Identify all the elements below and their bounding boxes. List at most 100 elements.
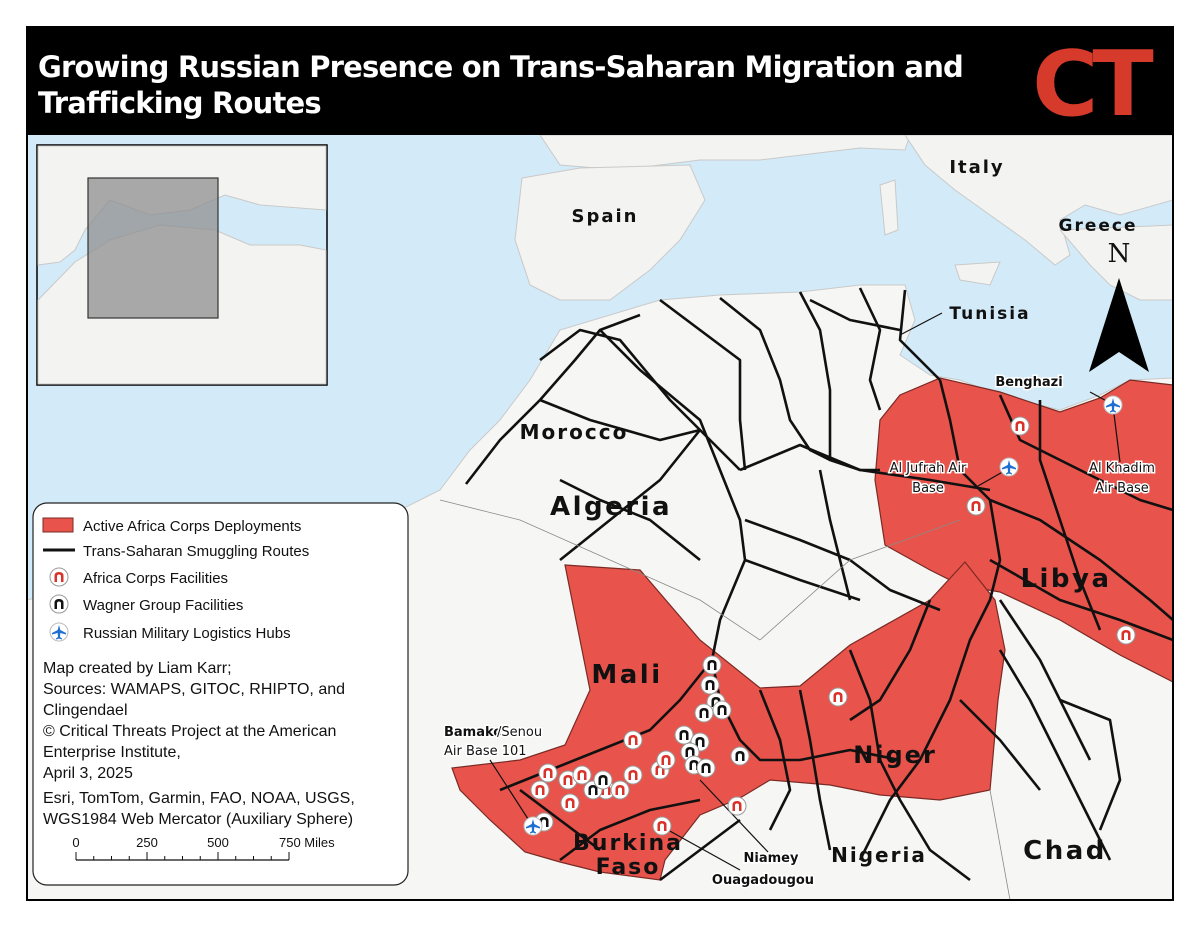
map-area: Spain Italy Greece Tunisia Morocco Algeria Lib… <box>27 135 1173 900</box>
title-line: Trafficking Routes <box>38 86 321 120</box>
legend-swatch <box>42 517 74 533</box>
africa-corps-marker <box>1010 416 1030 436</box>
country-label: Algeria <box>550 492 672 522</box>
marker-circle <box>49 567 69 587</box>
legend-label: Africa Corps Facilities <box>83 570 228 587</box>
country-label: Spain <box>572 206 639 227</box>
route <box>858 287 882 411</box>
route <box>659 818 741 882</box>
facility-icon <box>54 572 64 582</box>
route <box>809 298 901 332</box>
facility-icon <box>565 798 575 808</box>
facility-icon <box>598 775 608 785</box>
credit-line: April 3, 2025 <box>43 765 133 782</box>
facility-icon <box>563 775 573 785</box>
route <box>1059 698 1122 831</box>
route <box>739 443 991 492</box>
route <box>559 429 702 562</box>
legend-label: Russian Military Logistics Hubs <box>83 625 291 642</box>
marker-circle <box>623 730 643 750</box>
facility-icon <box>657 821 667 831</box>
wagner-marker <box>696 758 716 778</box>
wagner-marker <box>49 594 69 614</box>
credit-line: Esri, TomTom, Garmin, FAO, NOAA, USGS, <box>43 790 355 807</box>
wagner-marker <box>674 725 694 745</box>
marker-circle <box>730 746 750 766</box>
wagner-marker <box>730 746 750 766</box>
border-line <box>439 499 761 641</box>
wagner-marker <box>593 770 613 790</box>
credit-line: Sources: WAMAPS, GITOC, RHIPTO, and <box>43 681 345 698</box>
facility-markers <box>523 395 1136 836</box>
africa-corps-marker <box>1116 625 1136 645</box>
country-label: Chad <box>1023 836 1107 866</box>
title-line: Growing Russian Presence on Trans-Sahara… <box>38 50 963 84</box>
africa-corps-marker <box>966 496 986 516</box>
leader-line <box>977 469 1007 487</box>
place-label: Benghazi <box>995 375 1062 390</box>
marker-circle <box>656 750 676 770</box>
africa-corps-marker <box>727 796 747 816</box>
country-label: Nigeria <box>831 843 927 867</box>
credit-line: Clingendael <box>43 702 128 719</box>
logistics-hub-marker <box>1103 395 1123 415</box>
land-sicily <box>954 261 1001 286</box>
wagner-marker <box>700 675 720 695</box>
facility-icon <box>679 730 689 740</box>
marker-circle <box>560 793 580 813</box>
marker-circle <box>49 594 69 614</box>
leader-line <box>699 779 769 853</box>
facility-icon <box>577 770 587 780</box>
credit-line: Enterprise Institute, <box>43 744 181 761</box>
route <box>898 289 941 381</box>
facility-icon <box>661 755 671 765</box>
africa-corps-marker <box>610 780 630 800</box>
africa-corps-marker <box>538 763 558 783</box>
scale-label: 0 <box>72 835 79 850</box>
credit-line: © Critical Threats Project at the Americ… <box>43 723 336 740</box>
route <box>848 649 971 882</box>
place-label: Niamey <box>744 851 799 866</box>
place-label: /Senou <box>497 725 542 740</box>
credit-line: Map created by Liam Karr; <box>43 660 232 677</box>
border-line <box>759 519 961 641</box>
marker-circle <box>696 758 716 778</box>
route <box>519 788 601 852</box>
route <box>539 398 701 442</box>
marker-circle <box>1116 625 1136 645</box>
logistics-hub-marker <box>999 457 1019 477</box>
country-label: Libya <box>1020 564 1111 594</box>
wagner-marker <box>702 655 722 675</box>
border-line <box>989 789 1011 900</box>
route <box>858 499 1002 861</box>
facility-icon <box>535 785 545 795</box>
facility-icon <box>1015 421 1025 431</box>
wagner-marker <box>694 703 714 723</box>
leader-line <box>1113 413 1121 463</box>
facility-icon <box>615 785 625 795</box>
country-label: Greece <box>1058 216 1137 236</box>
place-label: Base <box>912 481 944 496</box>
header-bar <box>27 27 1173 135</box>
plane-icon <box>52 625 66 640</box>
borders <box>439 499 1011 900</box>
plane-icon <box>526 819 540 834</box>
plane-icon <box>1106 398 1120 413</box>
africa-corps-marker <box>656 750 676 770</box>
marker-circle <box>572 765 592 785</box>
place-label: Bamako <box>444 725 502 740</box>
country-label: Italy <box>949 157 1004 178</box>
facility-icon <box>695 737 705 747</box>
route <box>849 599 932 722</box>
route <box>998 649 1112 861</box>
land-sardinia <box>879 179 899 236</box>
frame <box>26 26 1174 901</box>
legend-box <box>32 502 409 886</box>
route <box>744 558 861 602</box>
marker-circle <box>828 687 848 707</box>
inset-extent <box>87 177 219 319</box>
logistics-hub-marker <box>523 816 543 836</box>
legend-label: Active Africa Corps Deployments <box>83 518 301 535</box>
facility-icon <box>689 760 699 770</box>
